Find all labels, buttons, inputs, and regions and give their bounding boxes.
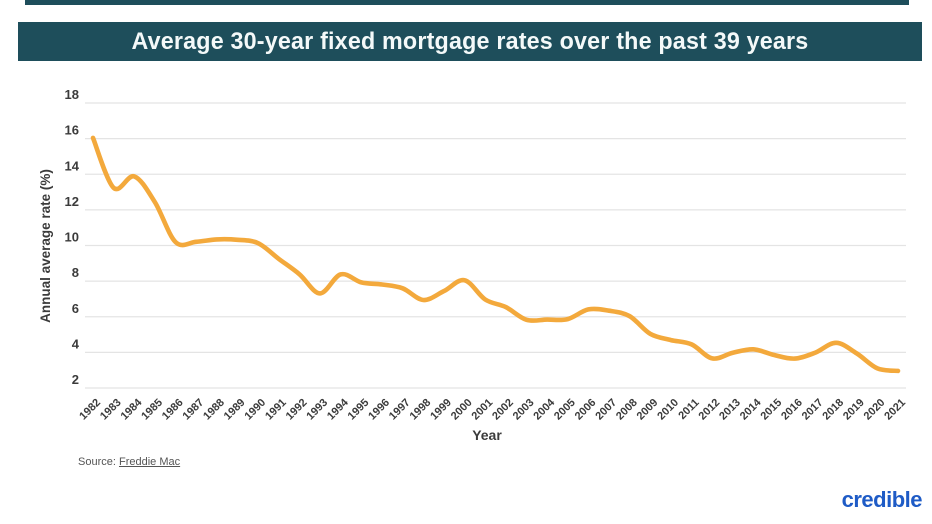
x-tick-label: 2009	[635, 397, 661, 423]
x-tick-label: 2019	[841, 397, 867, 423]
y-tick-label: 14	[65, 158, 80, 173]
x-tick-label: 2017	[800, 397, 826, 423]
x-tick-label: 2005	[552, 397, 578, 423]
x-tick-label: 1997	[387, 397, 413, 423]
y-tick-label: 18	[65, 87, 79, 102]
x-tick-label: 2000	[449, 397, 475, 423]
x-tick-label: 1989	[222, 397, 248, 423]
x-tick-label: 2007	[593, 397, 619, 423]
x-tick-label: 1996	[366, 397, 392, 423]
x-tick-label: 1998	[408, 397, 434, 423]
y-tick-label: 12	[65, 194, 79, 209]
y-tick-label: 6	[72, 301, 79, 316]
x-tick-label: 1988	[201, 397, 227, 423]
x-tick-label: 1990	[242, 397, 268, 423]
x-axis-title: Year	[472, 427, 502, 443]
x-tick-label: 2006	[573, 397, 599, 423]
x-tick-label: 1986	[160, 397, 186, 423]
source-prefix: Source:	[78, 456, 116, 468]
x-tick-label: 2012	[697, 397, 723, 423]
x-tick-label: 2008	[614, 397, 640, 423]
x-tick-label: 1995	[346, 397, 372, 423]
x-tick-label: 2004	[531, 396, 557, 422]
source-link[interactable]: Freddie Mac	[118, 456, 181, 468]
source-note: Source: Freddie Mac	[78, 456, 180, 468]
x-tick-label: 2014	[738, 396, 764, 422]
x-tick-label: 2018	[820, 397, 846, 423]
x-tick-label: 2002	[490, 397, 516, 423]
x-tick-label: 2015	[758, 397, 784, 423]
x-tick-label: 1987	[181, 397, 207, 423]
x-tick-label: 2016	[779, 397, 805, 423]
x-tick-label: 1983	[98, 397, 124, 423]
top-accent-strip	[25, 0, 909, 5]
x-tick-label: 2020	[862, 397, 888, 423]
x-tick-label: 1984	[119, 396, 145, 422]
x-tick-label: 2010	[655, 397, 681, 423]
y-tick-label: 4	[72, 336, 80, 351]
credible-logo[interactable]: credible	[841, 487, 923, 512]
x-tick-label: 2021	[882, 397, 908, 423]
x-tick-label: 1992	[284, 397, 310, 423]
x-tick-label: 2011	[676, 397, 701, 422]
title-banner: Average 30-year fixed mortgage rates ove…	[18, 22, 922, 61]
x-tick-label: 2013	[717, 397, 743, 423]
y-tick-label: 16	[65, 123, 79, 138]
x-tick-label: 1982	[77, 397, 103, 423]
rate-line-series	[90, 135, 901, 374]
y-tick-label: 8	[72, 265, 79, 280]
y-axis-title: Annual average rate (%)	[38, 169, 53, 323]
x-tick-label: 1985	[139, 397, 165, 423]
x-tick-label: 1993	[304, 397, 330, 423]
y-tick-label: 2	[72, 372, 79, 387]
x-tick-label: 2003	[511, 397, 537, 423]
x-tick-label: 1994	[325, 396, 351, 422]
page-title: Average 30-year fixed mortgage rates ove…	[131, 27, 809, 55]
y-tick-label: 10	[65, 230, 79, 245]
x-tick-label: 1999	[428, 397, 454, 423]
x-tick-label: 1991	[263, 397, 289, 423]
x-tick-label: 2001	[470, 397, 496, 423]
